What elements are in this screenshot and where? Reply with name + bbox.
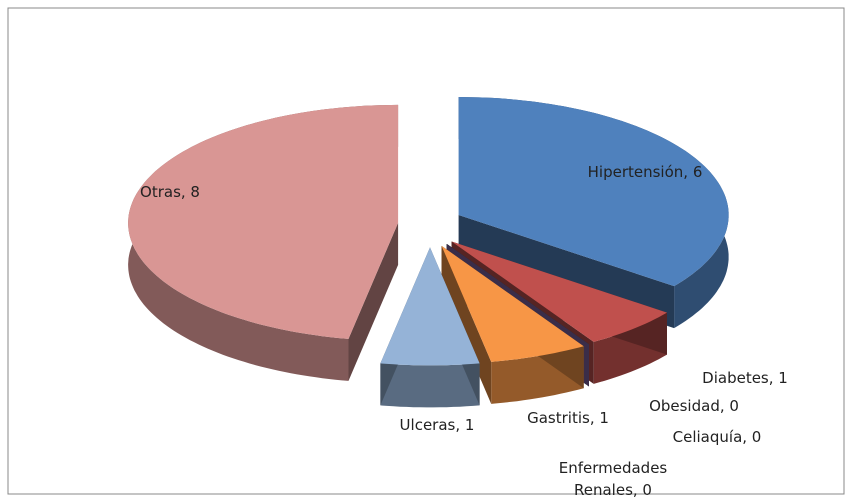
- label-category: Celiaquía: [672, 428, 743, 446]
- data-label: Enfermedades Renales, 0: [538, 457, 688, 499]
- label-category: Gastritis: [527, 409, 590, 427]
- label-value: , 8: [180, 183, 200, 201]
- pie-slice: [128, 104, 399, 381]
- data-label: Obesidad, 0: [649, 395, 739, 417]
- data-label: Otras, 8: [140, 181, 200, 203]
- data-label: Diabetes, 1: [702, 367, 788, 389]
- slice-top: [380, 247, 480, 366]
- label-value: , 0: [719, 397, 739, 415]
- slice-top: [128, 104, 399, 339]
- label-category: Otras: [140, 183, 181, 201]
- slice-side: [380, 363, 480, 408]
- label-value: , 0: [742, 428, 762, 446]
- data-label: Gastritis, 1: [527, 407, 609, 429]
- data-label: Celiaquía, 0: [673, 426, 762, 448]
- label-category: Obesidad: [649, 397, 720, 415]
- slice-top: [441, 245, 584, 362]
- label-value: , 1: [589, 409, 609, 427]
- label-category: Ulceras: [399, 416, 456, 434]
- slice-top: [451, 241, 667, 342]
- slice-wall: [348, 222, 399, 381]
- pie-slice: [380, 247, 480, 408]
- data-label: Ulceras, 1: [400, 414, 475, 436]
- label-value: , 1: [455, 416, 475, 434]
- label-category: Diabetes: [702, 369, 769, 387]
- label-value: , 6: [683, 163, 703, 181]
- slice-top: [458, 97, 729, 287]
- label-category: Enfermedades Renales: [558, 459, 668, 499]
- label-value: , 0: [632, 481, 652, 499]
- data-label: Hipertensión, 6: [588, 161, 703, 183]
- label-value: , 1: [768, 369, 788, 387]
- label-category: Hipertensión: [587, 163, 684, 181]
